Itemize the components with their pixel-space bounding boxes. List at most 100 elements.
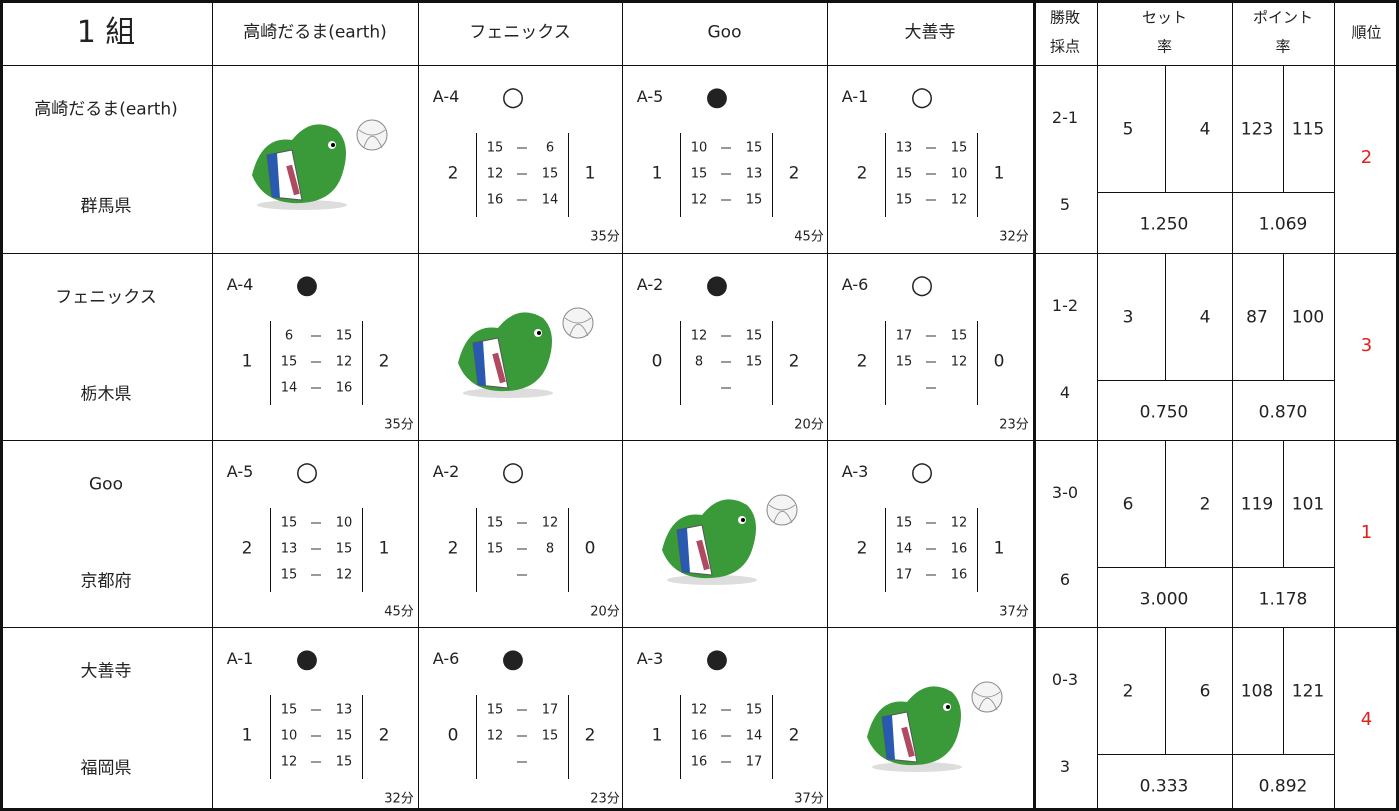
game-score: 15 bbox=[895, 354, 913, 370]
match-id: A-1 bbox=[841, 87, 869, 106]
rule bbox=[1033, 0, 1036, 811]
match-time: 37分 bbox=[794, 791, 824, 807]
rule bbox=[1283, 253, 1284, 380]
dash bbox=[926, 361, 936, 363]
game-score: 15 bbox=[745, 140, 763, 156]
points-lost: 100 bbox=[1291, 307, 1325, 328]
sets-for: 2 bbox=[856, 538, 868, 559]
game-score: 15 bbox=[895, 166, 913, 182]
match-time: 32分 bbox=[999, 229, 1029, 245]
rule bbox=[1283, 627, 1284, 754]
team-name: Goo bbox=[89, 474, 123, 495]
score: 3 bbox=[1059, 757, 1071, 776]
team-name: 高崎だるま(earth) bbox=[34, 99, 178, 120]
dash bbox=[517, 709, 527, 711]
bracket bbox=[362, 695, 363, 779]
sets-for: 1 bbox=[241, 725, 253, 746]
match-id: A-6 bbox=[841, 275, 869, 294]
rank: 3 bbox=[1360, 335, 1373, 356]
match-result: ○ bbox=[501, 82, 525, 112]
sets-for: 2 bbox=[856, 163, 868, 184]
game-score: 12 bbox=[950, 354, 968, 370]
sets-against: 1 bbox=[993, 163, 1005, 184]
bracket bbox=[568, 508, 569, 592]
match-time: 35分 bbox=[590, 229, 620, 245]
dash bbox=[721, 199, 731, 201]
dash bbox=[517, 735, 527, 737]
game-score: 12 bbox=[541, 515, 559, 531]
sets-for: 2 bbox=[447, 163, 459, 184]
sets-against: 1 bbox=[584, 163, 596, 184]
sets-won: 5 bbox=[1122, 119, 1134, 140]
match-id: A-5 bbox=[636, 87, 664, 106]
bracket bbox=[885, 508, 886, 592]
points-won: 123 bbox=[1240, 119, 1274, 140]
rule bbox=[1097, 380, 1334, 381]
set-rate-header: セット bbox=[1141, 8, 1188, 27]
sets-against: 0 bbox=[584, 538, 596, 559]
game-score: 6 bbox=[545, 140, 555, 156]
set-rate: 3.000 bbox=[1139, 589, 1189, 610]
game-score: 15 bbox=[280, 567, 298, 583]
match-result: ● bbox=[705, 82, 729, 112]
points-won: 108 bbox=[1240, 681, 1274, 702]
dash bbox=[311, 387, 321, 389]
prefecture: 京都府 bbox=[80, 571, 132, 592]
sets-against: 2 bbox=[788, 725, 800, 746]
record-header: 採点 bbox=[1049, 37, 1081, 56]
game-score: 10 bbox=[335, 515, 353, 531]
dash bbox=[517, 173, 527, 175]
game-score: 15 bbox=[280, 515, 298, 531]
rank: 2 bbox=[1360, 147, 1373, 168]
game-score: 13 bbox=[335, 702, 353, 718]
match-result: ○ bbox=[910, 82, 934, 112]
sets-against: 2 bbox=[378, 725, 390, 746]
bracket bbox=[977, 321, 978, 405]
game-score: 16 bbox=[950, 541, 968, 557]
game-score: 6 bbox=[284, 328, 294, 344]
rule bbox=[0, 808, 1399, 811]
match-id: A-4 bbox=[226, 275, 254, 294]
sets-for: 1 bbox=[651, 725, 663, 746]
match-id: A-6 bbox=[432, 649, 460, 668]
game-score: 15 bbox=[690, 166, 708, 182]
bracket bbox=[568, 695, 569, 779]
sets-for: 0 bbox=[447, 725, 459, 746]
game-score: 12 bbox=[690, 702, 708, 718]
dash bbox=[926, 522, 936, 524]
point-rate-header: 率 bbox=[1275, 37, 1291, 56]
sets-lost: 2 bbox=[1199, 494, 1211, 515]
game-score: 13 bbox=[745, 166, 763, 182]
sets-against: 0 bbox=[993, 351, 1005, 372]
win-loss: 3-0 bbox=[1051, 483, 1079, 502]
rank: 1 bbox=[1360, 522, 1373, 543]
set-rate: 1.250 bbox=[1139, 214, 1189, 235]
bracket bbox=[270, 321, 271, 405]
match-id: A-5 bbox=[226, 462, 254, 481]
game-score: 16 bbox=[950, 567, 968, 583]
game-score: 12 bbox=[950, 192, 968, 208]
mascot bbox=[458, 307, 594, 398]
set-rate-header: 率 bbox=[1156, 37, 1173, 56]
point-rate: 1.178 bbox=[1258, 589, 1308, 610]
rule bbox=[1396, 0, 1399, 811]
match-result: ● bbox=[295, 270, 319, 300]
match-result: ○ bbox=[910, 457, 934, 487]
bracket bbox=[680, 695, 681, 779]
rule bbox=[212, 0, 213, 811]
bracket bbox=[680, 321, 681, 405]
rank-header: 順位 bbox=[1351, 23, 1382, 42]
game-score: 15 bbox=[950, 328, 968, 344]
dash bbox=[926, 335, 936, 337]
game-score: 12 bbox=[335, 567, 353, 583]
game-score: 15 bbox=[745, 354, 763, 370]
sets-won: 3 bbox=[1122, 307, 1134, 328]
game-score: 16 bbox=[690, 728, 708, 744]
game-score: 12 bbox=[486, 728, 504, 744]
record-header: 勝敗 bbox=[1049, 8, 1081, 27]
rule bbox=[1283, 440, 1284, 567]
bracket bbox=[977, 133, 978, 217]
dash bbox=[926, 387, 936, 389]
game-score: 17 bbox=[895, 567, 913, 583]
game-score: 15 bbox=[895, 192, 913, 208]
